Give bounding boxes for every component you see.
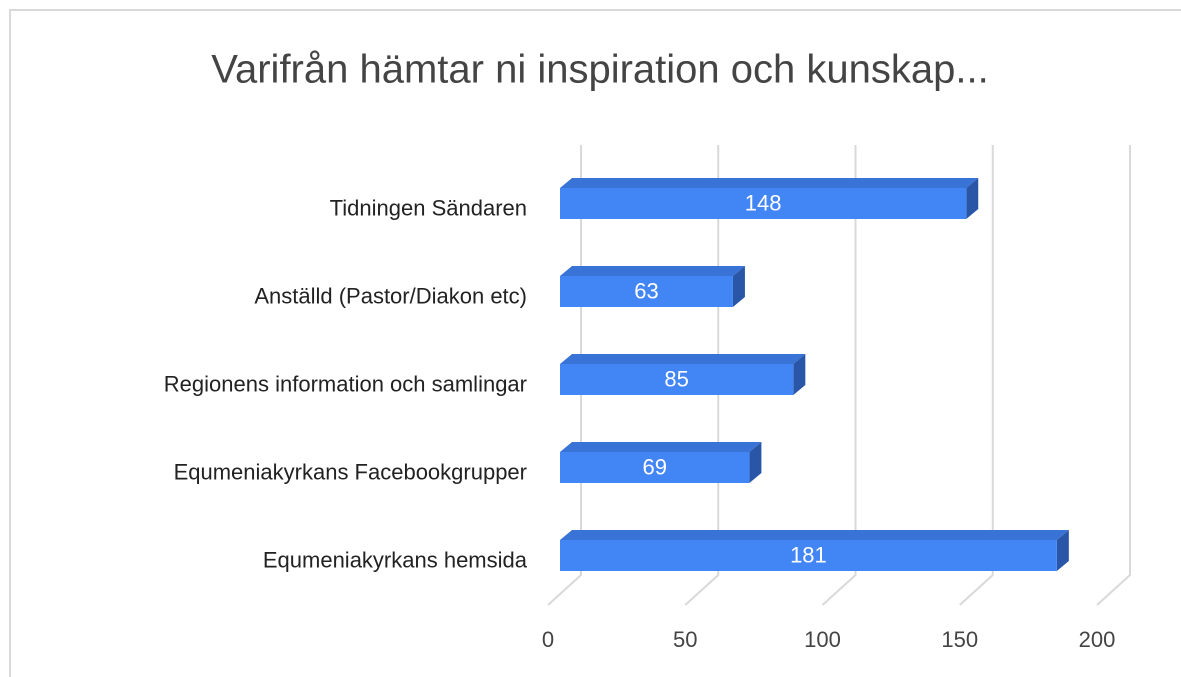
- grid-line: [821, 145, 857, 606]
- value-label: 63: [634, 278, 658, 303]
- value-label: 69: [642, 454, 666, 479]
- bar-top: [560, 266, 745, 276]
- bar-top: [560, 442, 762, 452]
- x-tick-label: 0: [542, 627, 554, 652]
- y-tick-label: Anställd (Pastor/Diakon etc): [254, 283, 527, 308]
- x-tick-label: 150: [941, 627, 978, 652]
- y-tick-label: Equmeniakyrkans Facebookgrupper: [174, 459, 527, 484]
- value-label: 85: [664, 366, 688, 391]
- y-tick-label: Regionens information och samlingar: [164, 371, 527, 396]
- value-label: 148: [745, 190, 782, 215]
- bar: [560, 188, 967, 219]
- bar: [560, 276, 733, 307]
- x-tick-label: 200: [1079, 627, 1116, 652]
- x-tick-label: 100: [804, 627, 841, 652]
- grid-line: [959, 145, 994, 606]
- bar-top: [560, 354, 806, 364]
- bar: [560, 452, 750, 483]
- chart-title: Varifrån hämtar ni inspiration och kunsk…: [211, 48, 988, 92]
- bar-side: [966, 178, 979, 219]
- bar-side: [732, 266, 745, 307]
- y-tick-label: Tidningen Sändaren: [330, 195, 527, 220]
- bar: [560, 540, 1057, 571]
- x-tick-label: 50: [673, 627, 697, 652]
- value-label: 181: [790, 542, 827, 567]
- bar-side: [1056, 530, 1069, 571]
- bar-top: [560, 178, 979, 188]
- chart-border: [9, 9, 1181, 677]
- bar-top: [560, 530, 1069, 540]
- bar-side: [749, 442, 762, 483]
- bar-side: [793, 354, 806, 395]
- y-tick-label: Equmeniakyrkans hemsida: [263, 547, 528, 572]
- bar: [560, 364, 794, 395]
- grid-line: [1096, 145, 1131, 606]
